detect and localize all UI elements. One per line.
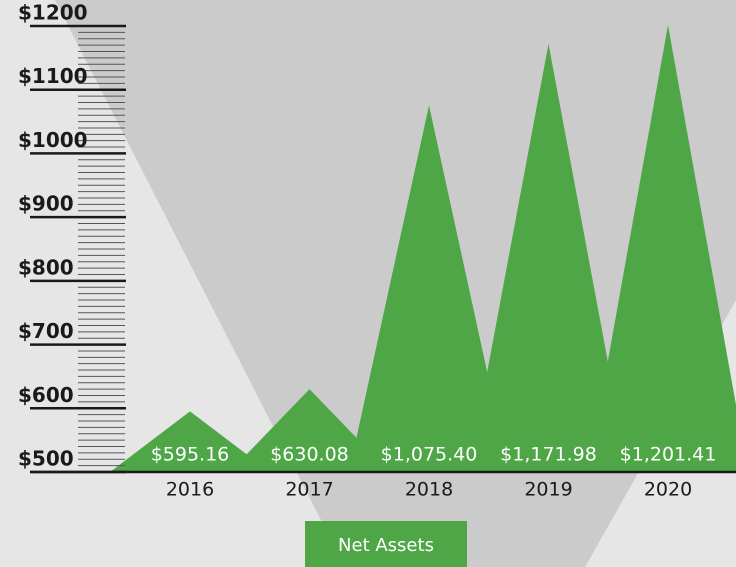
peak — [588, 25, 736, 472]
y-tick-label: $500 — [18, 447, 74, 471]
legend-label: Net Assets — [338, 535, 434, 556]
peak — [229, 389, 390, 472]
x-tick-label: 2019 — [524, 479, 572, 501]
value-label: $595.16 — [151, 444, 230, 466]
value-label: $1,075.40 — [381, 444, 478, 466]
value-label: $630.08 — [270, 444, 349, 466]
peak — [349, 105, 509, 472]
y-tick-label: $800 — [18, 255, 74, 279]
peak — [110, 411, 270, 472]
x-tick-label: 2016 — [166, 479, 214, 501]
legend-box — [305, 521, 467, 567]
y-tick-label: $1000 — [18, 128, 88, 152]
y-tick-label: $900 — [18, 192, 74, 216]
value-label: $1,171.98 — [500, 444, 597, 466]
value-label: $1,201.41 — [620, 444, 717, 466]
y-tick-label: $1200 — [18, 1, 88, 25]
peak — [468, 43, 629, 472]
x-tick-label: 2020 — [644, 479, 692, 501]
y-tick-label: $700 — [18, 319, 74, 343]
x-tick-label: 2018 — [405, 479, 453, 501]
y-tick-label: $600 — [18, 383, 74, 407]
y-tick-label: $1100 — [18, 64, 88, 88]
x-tick-label: 2017 — [285, 479, 333, 501]
